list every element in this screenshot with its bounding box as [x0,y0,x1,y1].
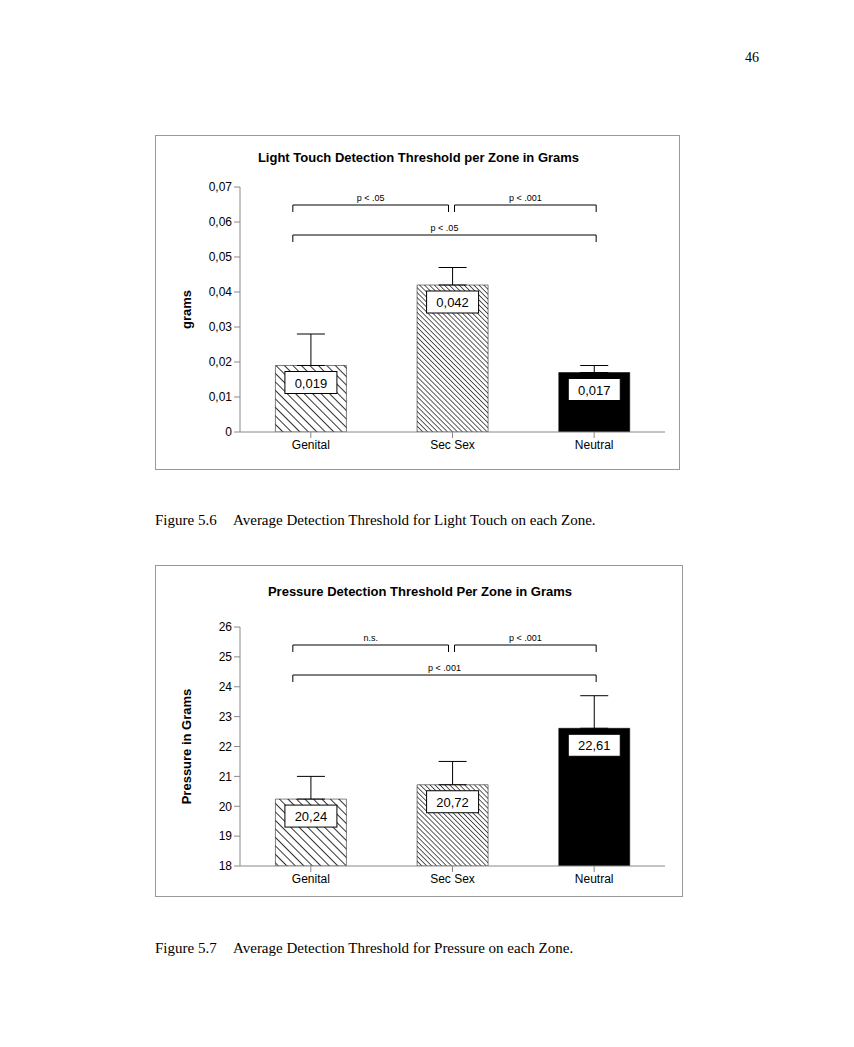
html-text:Figure 5.7: Figure 5.7 [155,940,217,956]
html-text:Light Touch Detection Threshol: Light Touch Detection Threshold per Zone… [257,150,580,165]
svg-text:p < .001: p < .001 [509,633,542,643]
svg-text:0,02: 0,02 [209,355,233,369]
svg-text:0,017: 0,017 [578,383,611,398]
svg-text:0,01: 0,01 [209,390,233,404]
svg-text:Sec Sex: Sec Sex [430,872,475,886]
html-text:Figure 5.6: Figure 5.6 [155,512,217,528]
svg-text:0: 0 [225,425,232,439]
svg-text:20: 20 [219,800,233,814]
svg-text:22,61: 22,61 [578,738,611,753]
svg-text:0,04: 0,04 [209,285,233,299]
svg-text:0,05: 0,05 [209,250,233,264]
svg-text:22: 22 [219,740,233,754]
html-text:Average Detection Threshold fo: Average Detection Threshold for Pressure… [233,940,574,956]
svg-text:Pressure in Grams: Pressure in Grams [179,689,194,805]
svg-text:n.s.: n.s. [363,633,378,643]
svg-text:24: 24 [219,680,233,694]
svg-text:Genital: Genital [292,872,330,886]
svg-text:Genital: Genital [292,438,330,452]
svg-text:20,24: 20,24 [295,809,328,824]
svg-text:p < .05: p < .05 [431,223,459,233]
html-text:Pressure Detection Threshold P: Pressure Detection Threshold Per Zone in… [267,584,573,599]
svg-text:Neutral: Neutral [575,438,614,452]
svg-text:p < .001: p < .001 [428,663,461,673]
html-text:Average Detection Threshold fo: Average Detection Threshold for Light To… [233,512,596,528]
svg-text:20,72: 20,72 [436,795,469,810]
svg-text:0,042: 0,042 [436,295,469,310]
svg-text:0,019: 0,019 [295,376,328,391]
svg-text:18: 18 [219,859,233,873]
svg-text:21: 21 [219,770,233,784]
svg-text:Sec Sex: Sec Sex [430,438,475,452]
svg-text:0,07: 0,07 [209,180,233,194]
svg-text:26: 26 [219,620,233,634]
svg-text:0,06: 0,06 [209,215,233,229]
svg-text:Neutral: Neutral [575,872,614,886]
svg-text:p < .05: p < .05 [357,193,385,203]
svg-text:25: 25 [219,650,233,664]
svg-text:0,03: 0,03 [209,320,233,334]
svg-text:grams: grams [179,290,194,329]
svg-text:19: 19 [219,829,233,843]
svg-text:23: 23 [219,710,233,724]
svg-text:p < .001: p < .001 [509,193,542,203]
html-text:46: 46 [745,50,759,65]
